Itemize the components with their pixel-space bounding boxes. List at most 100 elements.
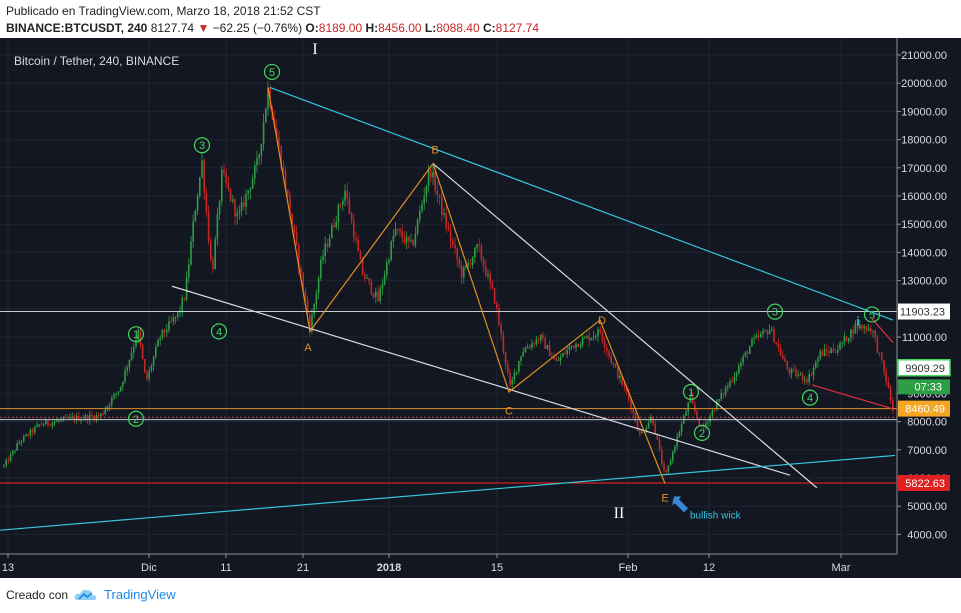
candle-body: [58, 420, 60, 422]
candle-body: [674, 446, 676, 452]
wave-number: 2: [133, 414, 139, 426]
candle-body: [265, 108, 267, 123]
candle-body: [201, 160, 203, 178]
candle-body: [861, 324, 863, 329]
trend-line-red: [871, 318, 894, 344]
candle-body: [588, 335, 590, 341]
candle-body: [315, 292, 318, 305]
candle-body: [883, 360, 885, 372]
candle-body: [731, 381, 733, 383]
candle-body: [526, 347, 529, 349]
candle-body: [551, 355, 553, 358]
candle-body: [91, 414, 93, 417]
candle-body: [194, 210, 197, 222]
candle-body: [392, 235, 395, 242]
candle-body: [878, 352, 881, 354]
candle-body: [225, 172, 227, 183]
price-tick-label: 21000.00: [901, 50, 947, 62]
candle-body: [636, 421, 639, 431]
candle-body: [854, 323, 857, 334]
candle-body: [537, 338, 540, 341]
candle-body: [331, 225, 333, 239]
candle-body: [463, 267, 465, 278]
candle-body: [14, 450, 16, 452]
candle-body: [196, 195, 199, 211]
candle-body: [804, 379, 806, 381]
candle-body: [126, 367, 128, 371]
candle-body: [344, 190, 346, 201]
candle-body: [839, 342, 841, 350]
countdown-tag-label: 07:33: [914, 381, 942, 393]
candle-body: [45, 420, 47, 425]
published-info: Publicado en TradingView.com, Marzo 18, …: [6, 4, 321, 18]
candle-body: [771, 328, 773, 330]
candle-body: [711, 410, 714, 416]
wave-number: 5: [869, 309, 875, 321]
candle-body: [104, 409, 106, 414]
candle-body: [452, 240, 454, 245]
candle-body: [427, 169, 430, 186]
candle-body: [496, 303, 498, 309]
candle-body: [801, 373, 804, 380]
price-tick-label: 11000.00: [902, 332, 947, 344]
annotation-text: bullish wick: [690, 510, 742, 521]
candle-body: [535, 338, 538, 345]
candle-body: [597, 329, 599, 337]
tradingview-brand[interactable]: TradingView: [104, 587, 176, 602]
candle-body: [663, 464, 665, 471]
candle-body: [5, 460, 7, 466]
candle-body: [557, 360, 560, 362]
candle-body: [579, 344, 582, 347]
candle-body: [749, 346, 751, 355]
time-tick-label: 2018: [377, 562, 401, 574]
down-arrow-icon: ▼: [197, 21, 210, 35]
trend-line-white: [432, 163, 818, 489]
candle-body: [205, 193, 208, 212]
open-value: 8189.00: [318, 21, 363, 35]
candle-body: [207, 211, 210, 242]
candle-body: [148, 370, 150, 379]
drawings: [0, 86, 897, 531]
candle-body: [399, 228, 401, 232]
candle-body: [553, 357, 555, 359]
wave-circle: [863, 306, 881, 323]
candle-body: [386, 262, 388, 275]
close-label: C:: [482, 21, 496, 35]
candle-body: [172, 317, 175, 322]
candle-body: [31, 429, 34, 433]
subwave-label: i: [856, 314, 859, 328]
candle-body: [100, 413, 102, 417]
candle-body: [775, 342, 777, 345]
candle-body: [78, 415, 80, 421]
candle-body: [848, 338, 850, 342]
candle-body: [236, 212, 238, 217]
candle-body: [727, 386, 729, 388]
candle-body: [401, 231, 403, 239]
candle-body: [676, 436, 678, 447]
candle-body: [768, 329, 771, 335]
candle-body: [766, 330, 769, 335]
candle-body: [520, 356, 522, 361]
candle-body: [280, 146, 282, 168]
candle-body: [383, 274, 386, 285]
candle-body: [375, 291, 377, 297]
candle-body: [680, 423, 683, 433]
candle-body: [36, 424, 38, 427]
candle-body: [837, 349, 839, 353]
candle-body: [29, 429, 32, 436]
candle-body: [155, 346, 157, 357]
candle-body: [342, 200, 344, 205]
candle-body: [111, 397, 113, 406]
candle-body: [480, 245, 483, 260]
candle-body: [507, 364, 509, 374]
candle-body: [694, 403, 696, 412]
candle-body: [159, 337, 161, 341]
price-tick-label: 5000.00: [907, 501, 947, 513]
candle-body: [669, 460, 672, 466]
candle-body: [40, 424, 43, 426]
candle-body: [168, 321, 170, 331]
candle-body: [797, 374, 799, 376]
candle-body: [119, 386, 122, 392]
